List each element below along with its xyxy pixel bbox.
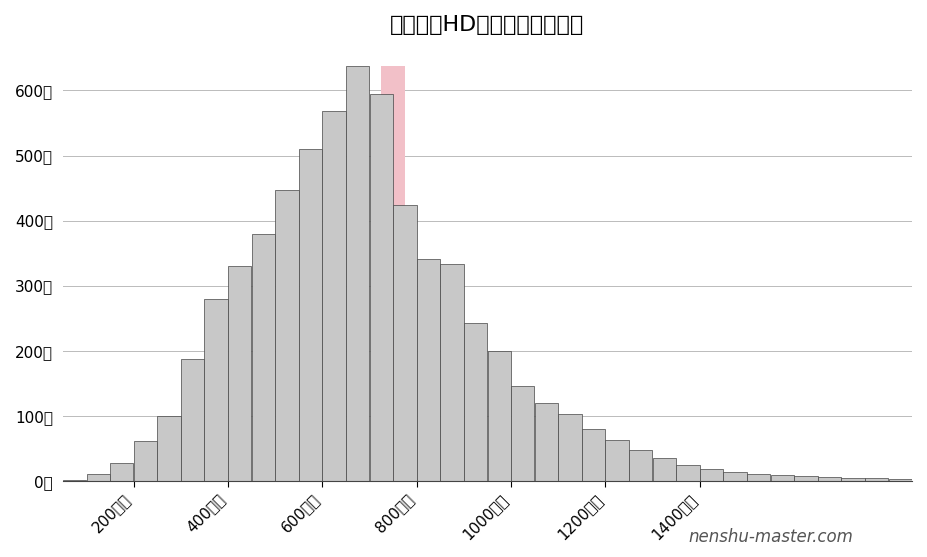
Bar (298, 149, 323, 481)
Bar (393, 205, 416, 481)
Bar (676, 465, 700, 481)
Bar (133, 441, 157, 481)
Bar (818, 477, 841, 481)
Bar (86, 475, 110, 481)
Bar (723, 472, 747, 481)
Bar (629, 449, 653, 481)
Bar (370, 94, 393, 481)
Bar (251, 233, 275, 481)
Bar (488, 351, 511, 481)
Bar (440, 263, 464, 481)
Title: 日清食品HDの年収ポジション: 日清食品HDの年収ポジション (390, 15, 585, 35)
Bar (511, 387, 535, 481)
Bar (228, 266, 251, 481)
Bar (464, 323, 488, 481)
Bar (605, 440, 629, 481)
Bar (158, 416, 181, 481)
Bar (346, 66, 369, 481)
Bar (323, 111, 346, 481)
Bar (842, 477, 865, 481)
Bar (63, 480, 86, 481)
Bar (582, 429, 605, 481)
Bar (889, 479, 912, 481)
Bar (653, 458, 676, 481)
Bar (747, 473, 770, 481)
Bar (535, 403, 558, 481)
Bar (110, 463, 133, 481)
Bar (417, 259, 440, 481)
Bar (700, 469, 723, 481)
Bar (381, 66, 405, 481)
Bar (181, 359, 204, 481)
Bar (558, 414, 581, 481)
Bar (275, 190, 298, 481)
Bar (865, 478, 888, 481)
Bar (205, 299, 228, 481)
Text: nenshu-master.com: nenshu-master.com (688, 528, 853, 546)
Bar (794, 476, 818, 481)
Bar (770, 475, 794, 481)
